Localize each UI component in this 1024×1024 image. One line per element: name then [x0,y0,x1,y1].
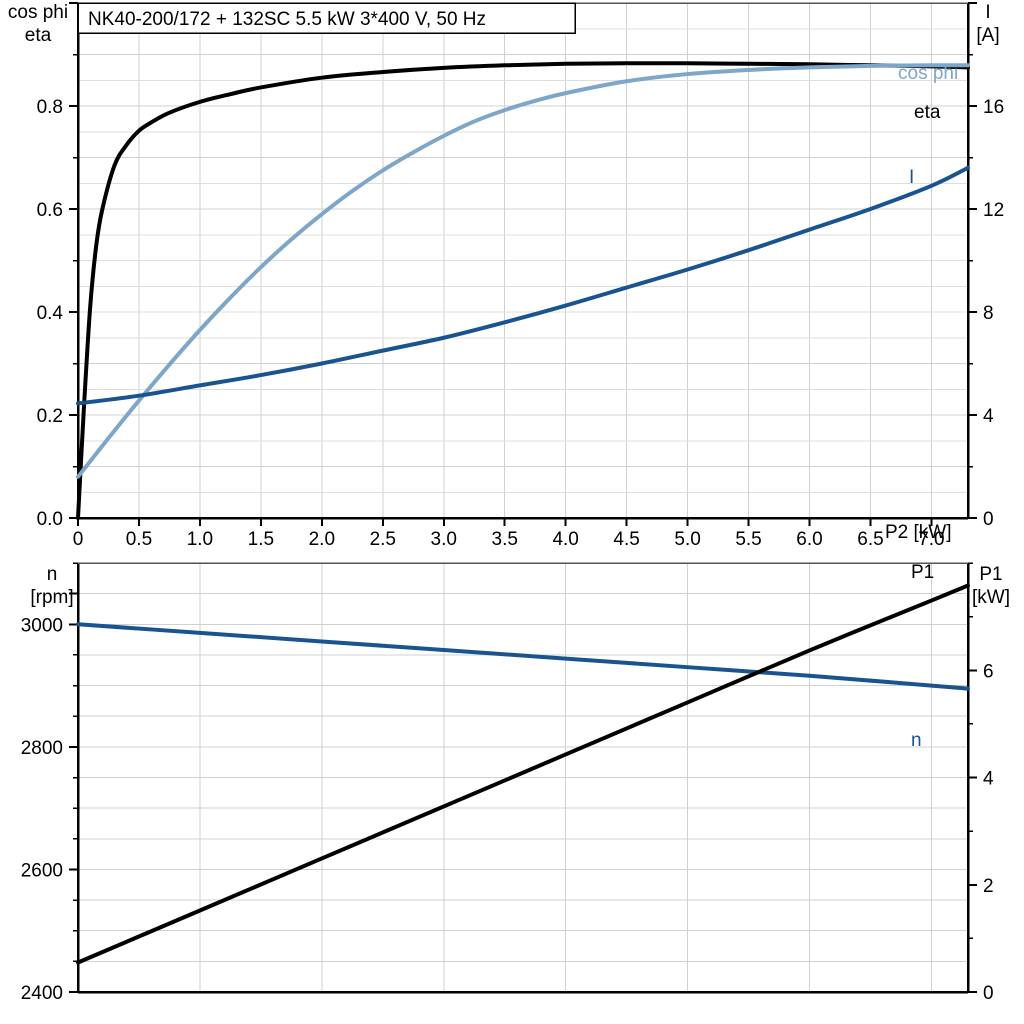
top-right-tick-label: 12 [983,200,1004,221]
top-x-tick-label: 4.0 [552,529,578,550]
top-right-tick-label: 16 [983,97,1004,118]
bottom-right-tick-label: 0 [983,983,994,1004]
top-left-tick-label: 0.0 [37,509,63,530]
curve-cos-phi [76,63,970,479]
title-box [77,2,576,34]
top-x-tick-label: 0 [73,529,84,550]
series-label-current: I [909,167,914,188]
chart-title: NK40-200/172 + 132SC 5.5 kW 3*400 V, 50 … [88,9,486,30]
bottom-left-tick-label: 2400 [21,983,63,1004]
curve-P1 [76,583,970,965]
top-panel-gridlines [77,2,968,519]
top-x-tick-label: 0.5 [126,529,152,550]
top-right-axis-label-2: [A] [976,25,999,46]
top-right-axis-label-1: I [985,2,990,23]
top-x-tick-label: 2.0 [309,529,335,550]
series-label-eta: eta [914,102,941,123]
top-x-tick-label: 1.5 [248,529,274,550]
top-x-tick-label: 6.5 [857,529,883,550]
top-x-tick-label: 7.0 [918,529,944,550]
top-panel-tick-labels: 0.0 0.2 0.4 0.6 0.8 0 4 8 12 16 0 0.5 1.0 1.5 2.0 2.5 3.… [37,97,1005,550]
bottom-panel-curves [76,583,970,965]
curve-n [76,622,970,691]
top-x-tick-label: 1.0 [187,529,213,550]
series-label-p1: P1 [911,562,934,583]
top-x-tick-label: 3.0 [431,529,457,550]
top-x-tick-label: 2.5 [370,529,396,550]
series-label-cos-phi: cos phi [898,63,958,84]
top-panel-tickmarks [69,2,977,526]
bottom-right-tick-label: 2 [983,876,994,897]
top-panel: 0.0 0.2 0.4 0.6 0.8 0 4 8 12 16 0 0.5 1.0 1.5 2.0 2.5 3.… [8,2,1004,550]
top-left-axis-label-1: cos phi [8,2,68,23]
bottom-left-axis-label-1: n [47,564,58,585]
top-left-tick-label: 0.6 [37,200,63,221]
top-left-tick-label: 0.2 [37,406,63,427]
top-panel-curves [76,61,970,520]
top-x-tick-label: 3.5 [492,529,518,550]
top-right-tick-label: 0 [983,509,994,530]
top-x-tick-label: 5.5 [735,529,761,550]
top-x-tick-label: 4.5 [613,529,639,550]
bottom-right-axis-label-2: [kW] [972,587,1010,608]
top-right-tick-label: 4 [983,406,994,427]
top-left-tick-label: 0.4 [37,303,64,324]
bottom-right-axis-label-1: P1 [979,564,1002,585]
bottom-right-tick-label: 6 [983,661,994,682]
bottom-left-axis-label-2: [rpm] [30,587,73,608]
top-x-tick-label: 6.0 [796,529,822,550]
curve-I [76,165,970,406]
top-x-axis-label: P2 [kW] [885,522,952,543]
bottom-right-tick-label: 4 [983,769,994,790]
bottom-panel-tick-labels: 2400 2600 2800 3000 0 2 4 6 [21,615,994,1004]
bottom-left-tick-label: 3000 [21,615,63,636]
series-label-speed: n [911,730,922,751]
top-x-tick-label: 5.0 [674,529,700,550]
curve-eta [76,61,970,520]
bottom-panel-gridlines [77,562,968,993]
bottom-left-tick-label: 2600 [21,860,63,881]
top-left-tick-label: 0.8 [37,97,63,118]
top-right-tick-label: 8 [983,303,994,324]
bottom-panel-tickmarks [69,562,977,993]
top-left-axis-label-2: eta [25,25,52,46]
bottom-left-tick-label: 2800 [21,738,63,759]
